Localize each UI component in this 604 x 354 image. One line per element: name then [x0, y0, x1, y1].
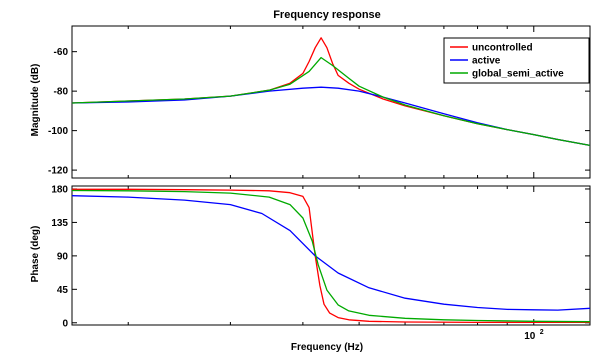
- legend-label: uncontrolled: [472, 43, 533, 54]
- legend: uncontrolled active global_semi_active: [443, 37, 590, 84]
- x-tick-label: 10: [524, 331, 536, 342]
- y-tick-label: -80: [54, 87, 69, 98]
- series-line-uncontrolled: [72, 188, 590, 324]
- x-tick-label-exponent: 2: [540, 329, 544, 336]
- y-tick-label: 90: [57, 251, 69, 262]
- y-tick-label: -100: [48, 126, 68, 137]
- plot-frame: [71, 185, 591, 326]
- series-line-global-semi-active: [72, 56, 590, 147]
- y-tick-label: 180: [51, 184, 68, 195]
- y-tick-label: -120: [48, 166, 68, 177]
- legend-label: active: [472, 56, 501, 67]
- y-tick-label: -60: [54, 47, 69, 58]
- phase-plot: 0 45 90 135 180 10 2: [51, 184, 591, 342]
- phase-ylabel: Phase (deg): [30, 226, 41, 283]
- frequency-xlabel: Frequency (Hz): [291, 342, 363, 353]
- magnitude-ylabel: Magnitude (dB): [30, 64, 41, 137]
- y-tick-label: 45: [57, 285, 69, 296]
- y-tick-label: 135: [51, 218, 68, 229]
- series-line-active: [72, 195, 590, 311]
- legend-label: global_semi_active: [472, 69, 564, 80]
- legend-box: [443, 37, 590, 84]
- series-line-global-semi-active: [72, 189, 590, 323]
- chart-title: Frequency response: [273, 9, 381, 21]
- y-tick-label: 0: [62, 318, 68, 329]
